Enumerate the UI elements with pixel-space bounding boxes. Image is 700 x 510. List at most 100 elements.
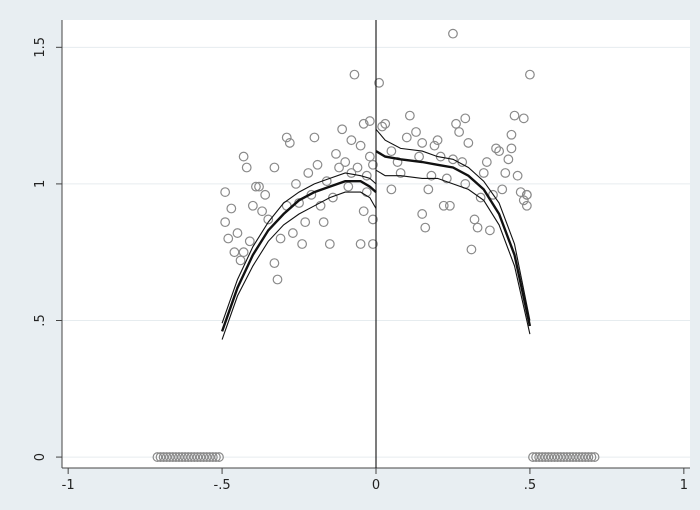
scatter-point <box>368 239 378 249</box>
scatter-point <box>404 110 415 121</box>
scatter-point <box>177 452 187 462</box>
scatter-point <box>340 157 351 167</box>
scatter-point <box>186 452 197 462</box>
scatter-point <box>269 162 280 173</box>
scatter-point <box>528 452 538 462</box>
scatter-point <box>309 132 320 143</box>
scatter-point <box>515 187 526 197</box>
scatter-point <box>454 127 465 137</box>
y-tick-label: .5 <box>33 314 48 326</box>
scatter-point <box>229 247 240 258</box>
ci-right-lower-line <box>375 169 531 335</box>
scatter-point <box>232 228 243 238</box>
scatter-point <box>198 452 209 462</box>
scatter-point <box>534 452 545 462</box>
x-ticks: -1 -.5 0 .5 1 <box>62 468 688 493</box>
scatter-point <box>531 452 541 462</box>
scatter-point <box>346 135 357 146</box>
scatter-point <box>207 452 218 462</box>
scatter-point <box>466 244 477 255</box>
scatter-point <box>491 143 501 154</box>
scatter-point <box>377 121 388 132</box>
scatter-point <box>438 200 449 211</box>
scatter-point <box>583 452 594 462</box>
scatter-point <box>460 113 471 124</box>
scatter-point <box>358 118 369 129</box>
scatter-point <box>368 159 378 170</box>
scatter-point <box>315 200 326 211</box>
scatter-point <box>448 154 458 165</box>
scatter-point <box>478 168 489 178</box>
scatter-point <box>500 168 511 178</box>
scatter-point <box>334 162 344 173</box>
scatter-point <box>485 225 495 236</box>
x-tick-label: 1 <box>680 478 688 493</box>
scatter-point <box>518 113 529 124</box>
scatter-point <box>444 200 455 211</box>
scatter-point <box>312 159 323 170</box>
scatter-point <box>303 168 314 178</box>
scatter-point <box>291 179 301 189</box>
ci-right-upper-line <box>375 128 531 321</box>
fit-left-line <box>220 180 377 332</box>
scatter-point <box>441 173 452 184</box>
scatter-point <box>318 217 329 228</box>
scatter-point <box>358 206 369 217</box>
scatter-point <box>521 200 532 211</box>
ci-left-upper-line <box>221 172 377 324</box>
scatter-point <box>364 116 375 126</box>
scatter-point <box>552 452 563 462</box>
scatter-point <box>469 214 480 225</box>
scatter-point <box>426 170 437 181</box>
scatter-point <box>429 140 440 151</box>
scatter-point <box>272 274 283 285</box>
scatter-point <box>241 162 252 173</box>
scatter-point <box>463 138 474 148</box>
scatter-point <box>589 452 600 462</box>
scatter-point <box>263 214 274 225</box>
x-tick-label: -.5 <box>214 478 231 493</box>
y-tick-label: 0 <box>33 453 48 461</box>
scatter-point <box>503 154 514 165</box>
y-tick-label: 1.5 <box>33 37 48 58</box>
scatter-point <box>214 452 224 462</box>
scatter-point <box>355 140 366 151</box>
scatter-point <box>448 28 458 39</box>
scatter-point <box>238 247 249 258</box>
scatter-point <box>275 233 286 244</box>
scatter-point <box>195 452 206 462</box>
scatter-point <box>521 189 532 200</box>
scatter-point <box>472 222 483 233</box>
scatter-point <box>558 452 569 462</box>
scatter-point <box>247 200 258 211</box>
scatter-point <box>244 236 255 247</box>
scatter-point <box>324 239 335 249</box>
scatter-point <box>565 452 575 462</box>
scatter-point <box>223 233 234 244</box>
scatter-point <box>525 69 535 80</box>
scatter-point <box>328 192 338 203</box>
scatter-point <box>269 258 280 269</box>
scatter-point <box>543 452 554 462</box>
scatter-point <box>555 452 566 462</box>
fit-lines <box>220 20 532 468</box>
scatter-point <box>518 195 529 206</box>
scatter-point <box>497 184 508 195</box>
scatter-point <box>257 206 267 217</box>
scatter-point <box>352 162 363 173</box>
scatter-point <box>423 184 434 195</box>
scatter-point <box>386 184 397 195</box>
scatter-point <box>401 132 412 143</box>
scatter-point <box>574 452 585 462</box>
scatter-point <box>586 452 597 462</box>
scatter-point <box>395 168 406 178</box>
scatter-point <box>509 110 520 121</box>
scatter-point <box>152 452 163 462</box>
scatter-point <box>204 452 215 462</box>
scatter-point <box>506 129 517 140</box>
scatter-point <box>238 151 249 162</box>
scatter-point <box>226 203 237 214</box>
scatter-point <box>297 239 308 249</box>
scatter-point <box>432 135 443 146</box>
